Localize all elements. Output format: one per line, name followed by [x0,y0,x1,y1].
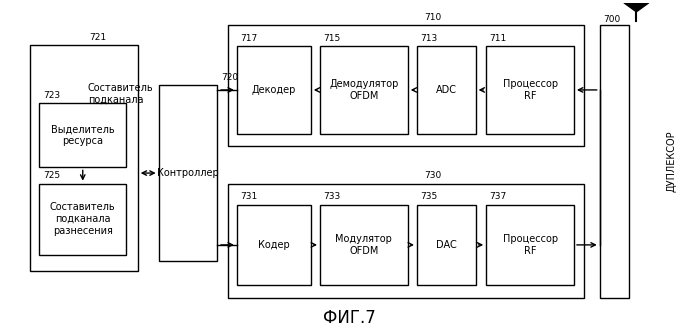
Text: Декодер: Декодер [252,85,296,95]
Bar [228,25,584,146]
Bar [158,85,218,261]
Polygon shape [624,3,649,12]
Text: 721: 721 [89,32,107,41]
Text: ADC: ADC [436,85,456,95]
Text: 730: 730 [424,171,441,180]
Text: 725: 725 [43,171,60,180]
Text: 731: 731 [240,192,258,201]
Bar [31,45,138,271]
Text: 700: 700 [603,15,621,24]
Bar [228,184,584,298]
Bar [40,184,126,255]
Text: Составитель
подканала: Составитель подканала [88,83,154,105]
Text: 720: 720 [221,73,238,82]
Text: 715: 715 [323,34,341,43]
Bar [237,46,311,133]
Bar [486,205,574,285]
Bar [320,205,408,285]
Text: 735: 735 [420,192,438,201]
Text: Контроллер: Контроллер [157,168,219,178]
Text: Модулятор
OFDM: Модулятор OFDM [336,234,392,256]
Bar [40,103,126,167]
Bar [486,46,574,133]
Text: 710: 710 [424,13,441,22]
Text: ФИГ.7: ФИГ.7 [322,308,376,326]
Text: ДУПЛЕКСОР: ДУПЛЕКСОР [666,130,676,192]
Bar [417,205,476,285]
Bar [320,46,408,133]
Text: Составитель
подканала
разнесения: Составитель подканала разнесения [50,203,116,236]
Bar [417,46,476,133]
Text: Процессор
RF: Процессор RF [503,79,558,101]
Text: Процессор
RF: Процессор RF [503,234,558,256]
Text: 733: 733 [323,192,341,201]
Text: 711: 711 [489,34,507,43]
Text: DAC: DAC [436,240,456,250]
Text: 713: 713 [420,34,438,43]
Text: Кодер: Кодер [258,240,290,250]
Text: Демодулятор
OFDM: Демодулятор OFDM [329,79,399,101]
Text: Выделитель
ресурса: Выделитель ресурса [51,124,114,146]
Bar [237,205,311,285]
Text: 717: 717 [240,34,258,43]
Text: 723: 723 [43,91,60,100]
Text: 737: 737 [489,192,507,201]
Bar [600,25,629,298]
